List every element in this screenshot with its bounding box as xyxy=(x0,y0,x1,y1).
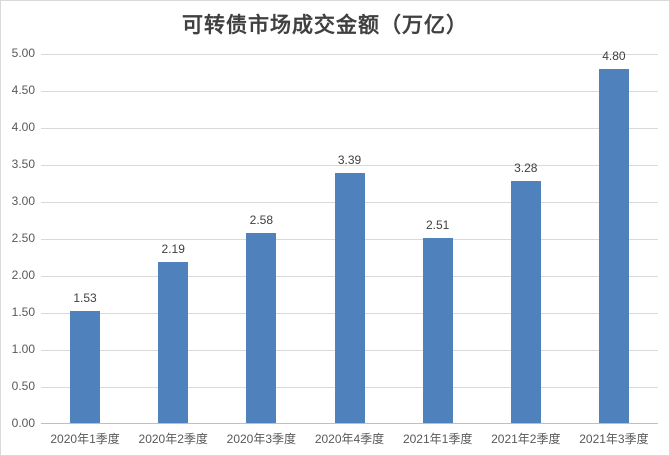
y-tick-label: 1.00 xyxy=(11,342,35,356)
gridline xyxy=(41,165,658,166)
bar xyxy=(510,181,541,423)
bar xyxy=(70,310,101,423)
bar xyxy=(422,238,453,423)
x-category-label: 2021年1季度 xyxy=(402,432,473,446)
bar xyxy=(598,68,629,423)
bar-value-label: 2.51 xyxy=(425,218,450,233)
y-tick-label: 5.00 xyxy=(11,46,35,60)
chart-title: 可转债市场成交金额（万亿） xyxy=(182,13,468,37)
y-tick-label: 0.00 xyxy=(11,416,35,430)
x-category-label: 2020年4季度 xyxy=(314,432,385,446)
bar-value-label: 1.53 xyxy=(73,290,97,305)
y-tick-label: 1.50 xyxy=(11,305,35,319)
plot-area: 1.53 2.19 2.58 3.39 2.51 3.28 4.80 xyxy=(41,49,658,424)
bar-value-label: 4.80 xyxy=(602,48,626,63)
gridline xyxy=(41,128,658,129)
y-tick-label: 0.50 xyxy=(11,379,35,393)
y-tick-label: 3.50 xyxy=(11,157,35,171)
x-category-label: 2021年2季度 xyxy=(491,432,561,446)
y-tick-label: 2.50 xyxy=(11,231,35,245)
y-tick-label: 2.00 xyxy=(11,268,35,282)
bar-value-label: 2.58 xyxy=(249,213,274,228)
x-category-label: 2021年3季度 xyxy=(579,432,649,446)
x-axis-line xyxy=(41,423,658,424)
x-category-label: 2020年2季度 xyxy=(138,432,208,446)
x-category-label: 2020年1季度 xyxy=(50,432,120,446)
bar-value-label: 2.19 xyxy=(161,241,185,256)
x-category-label: 2020年3季度 xyxy=(226,432,297,446)
bar-value-label: 3.39 xyxy=(337,153,362,168)
bar xyxy=(158,261,189,423)
gridline xyxy=(41,91,658,92)
bar xyxy=(334,173,365,423)
bar xyxy=(246,233,277,423)
bar-value-label: 3.28 xyxy=(514,161,538,176)
y-tick-label: 3.00 xyxy=(11,194,35,208)
gridline xyxy=(41,54,658,55)
y-tick-label: 4.50 xyxy=(11,83,35,97)
y-tick-label: 4.00 xyxy=(11,120,35,134)
